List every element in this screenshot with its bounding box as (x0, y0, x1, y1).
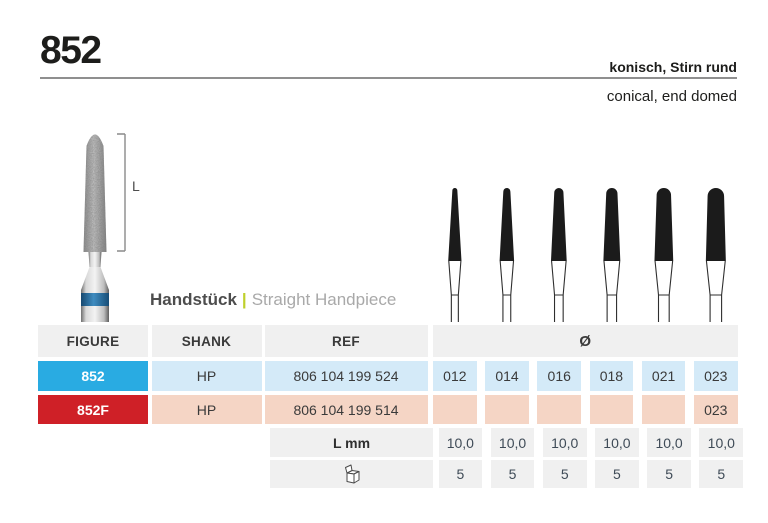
product-table: FIGURE SHANK REF Ø 852 HP 806 104 199 52… (38, 325, 744, 492)
subtitle-german: konisch, Stirn rund (609, 59, 737, 75)
diameter-cell: 021 (641, 361, 686, 391)
table-row: 852F HP 806 104 199 514 023 (38, 395, 743, 424)
value-cell: 10,0 (699, 428, 744, 457)
value-cell: 5 (647, 460, 691, 488)
length-bracket: L (117, 133, 140, 252)
size-silhouettes (433, 185, 738, 322)
table-row: 852 HP 806 104 199 524 012 014 016 018 021 02… (38, 361, 743, 391)
column-header-ref: REF (264, 325, 428, 357)
value-cell: 10,0 (542, 428, 587, 457)
handpiece-label-english: Straight Handpiece (251, 290, 397, 309)
diameter-cell: 016 (537, 361, 582, 391)
diameter-cell (537, 395, 582, 424)
length-row: L mm 10,0 10,0 10,0 10,0 10,0 10,0 (38, 428, 744, 457)
diameter-cell (589, 395, 634, 424)
length-values: 10,0 10,0 10,0 10,0 10,0 10,0 (438, 428, 744, 457)
diameter-cells: 023 (433, 395, 738, 424)
diameter-cell: 023 (693, 395, 738, 424)
page-title: 852 (40, 29, 102, 72)
bur-shank (81, 252, 109, 322)
length-row-label: L mm (270, 428, 433, 457)
value-cell: 5 (438, 460, 483, 488)
value-cell: 5 (490, 460, 535, 488)
shank-cell: HP (151, 395, 262, 424)
subtitle-english: conical, end domed (606, 88, 737, 105)
diameter-cell: 023 (693, 361, 738, 391)
column-header-figure: FIGURE (38, 325, 148, 357)
handpiece-label-german: Handstück (150, 290, 237, 309)
column-header-shank: SHANK (151, 325, 262, 357)
diameter-cell (485, 395, 529, 424)
figure-badge: 852F (38, 395, 148, 424)
bur-silhouette (448, 188, 462, 322)
bur-photo (81, 134, 109, 322)
row-spacer (38, 428, 265, 457)
caption-separator: | (241, 290, 247, 309)
diameter-cell: 014 (485, 361, 529, 391)
pack-row-label (270, 460, 433, 488)
diameter-cell (641, 395, 686, 424)
shank-cell: HP (151, 361, 262, 391)
figure-badge: 852 (38, 361, 148, 391)
ref-cell: 806 104 199 514 (264, 395, 428, 424)
header-divider (40, 77, 737, 79)
value-cell: 5 (595, 460, 639, 488)
value-cell: 10,0 (595, 428, 639, 457)
bur-silhouette (705, 188, 726, 322)
diamond-head (83, 134, 107, 252)
value-cell: 10,0 (438, 428, 483, 457)
value-cell: 10,0 (647, 428, 691, 457)
bur-silhouette (499, 188, 515, 322)
handpiece-caption: Handstück | Straight Handpiece (150, 290, 396, 310)
value-cell: 5 (699, 460, 744, 488)
package-icon (344, 464, 359, 483)
bur-silhouette (654, 188, 673, 322)
diameter-cell (433, 395, 477, 424)
bur-silhouette (551, 188, 568, 322)
value-cell: 5 (542, 460, 587, 488)
ref-cell: 806 104 199 524 (264, 361, 428, 391)
value-cell: 10,0 (490, 428, 535, 457)
row-spacer (38, 460, 265, 488)
length-label: L (132, 178, 140, 194)
column-header-diameter: Ø (433, 325, 738, 357)
blue-ring (81, 293, 109, 306)
table-header-row: FIGURE SHANK REF Ø (38, 325, 743, 357)
bur-silhouette (602, 188, 620, 322)
diameter-cells: 012 014 016 018 021 023 (433, 361, 738, 391)
diameter-cell: 012 (433, 361, 477, 391)
diameter-cell: 018 (589, 361, 634, 391)
